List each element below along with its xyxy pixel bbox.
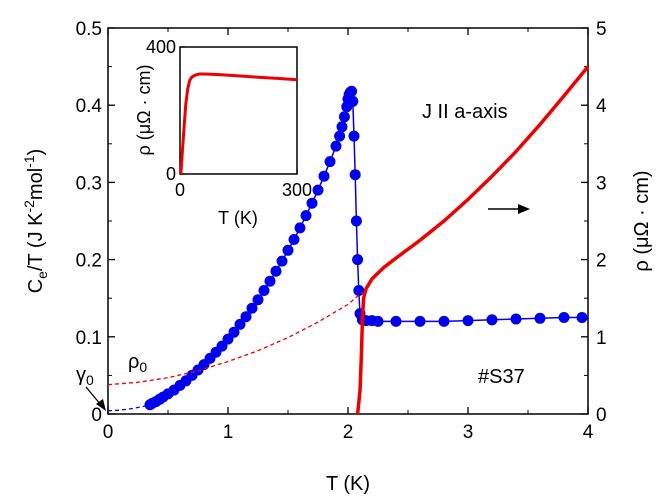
y-left-tick-label: 0 [91, 405, 102, 426]
direction-annotation: J II a-axis [422, 101, 508, 123]
svg-text:ρ (μΩ · cm): ρ (μΩ · cm) [631, 170, 653, 271]
gamma0-annotation: γ0 [76, 364, 94, 388]
specific-heat-point [349, 169, 361, 181]
svg-text:Ce/T (J K-2mol-1): Ce/T (J K-2mol-1) [21, 149, 50, 294]
specific-heat-point [246, 302, 258, 314]
specific-heat-point [462, 315, 474, 327]
rho0-extrapolation-line [107, 291, 363, 386]
x-tick-label: 0 [103, 422, 114, 443]
specific-heat-point [534, 312, 546, 324]
inset-x-axis-label: T (K) [218, 208, 258, 228]
specific-heat-point [353, 285, 365, 296]
x-tick-label: 4 [583, 422, 594, 443]
specific-heat-point [334, 130, 346, 142]
main-series [107, 65, 590, 415]
inset-y-tick-label: 400 [146, 37, 176, 57]
specific-heat-point [228, 326, 240, 338]
y-left-axis-label: Ce/T (J K-2mol-1) [21, 149, 50, 294]
specific-heat-point [558, 312, 570, 323]
inset-resistivity-line [179, 72, 298, 175]
specific-heat-point [414, 315, 426, 327]
specific-heat-point [350, 215, 362, 227]
gamma0-arrow-icon [85, 386, 106, 411]
specific-heat-point [346, 85, 358, 97]
inset-y-axis-label: ρ (μΩ · cm) [134, 64, 154, 155]
specific-heat-point [330, 140, 342, 152]
y-right-tick-label: 5 [596, 19, 607, 40]
specific-heat-point [264, 275, 276, 287]
rho0-annotation: ρ0 [128, 351, 147, 375]
sample-annotation: #S37 [478, 366, 525, 388]
specific-heat-point [234, 318, 246, 330]
specific-heat-point [318, 170, 330, 182]
specific-heat-point [252, 294, 264, 306]
specific-heat-point [347, 95, 359, 107]
specific-heat-point [372, 315, 384, 327]
x-tick-label: 3 [463, 422, 474, 443]
gamma0-extrapolation-line [107, 404, 151, 412]
y-left-tick-label: 0.3 [76, 173, 102, 194]
inset-x-tick-label: 0 [175, 180, 185, 200]
inset-frame [179, 46, 298, 175]
y-right-tick-label: 0 [596, 405, 607, 426]
x-tick-label: 2 [343, 422, 354, 443]
y-left-tick-label: 0.1 [76, 328, 102, 349]
y-right-tick-label: 2 [596, 251, 607, 272]
specific-heat-point [312, 184, 324, 196]
y-left-tick-label: 0.4 [76, 96, 103, 117]
svg-text:ρ (μΩ · cm): ρ (μΩ · cm) [134, 64, 154, 155]
specific-heat-point [336, 121, 348, 133]
specific-heat-point [306, 197, 318, 209]
right-arrow-icon [488, 204, 530, 214]
y-right-axis-label: ρ (μΩ · cm) [631, 170, 653, 271]
specific-heat-point [294, 222, 306, 234]
y-left-tick-label: 0.5 [76, 19, 102, 40]
specific-heat-point [486, 314, 498, 326]
specific-heat-point [240, 311, 252, 323]
specific-heat-point [352, 254, 364, 266]
y-right-tick-label: 1 [596, 328, 607, 349]
specific-heat-point [390, 315, 402, 327]
y-right-tick-label: 4 [596, 96, 607, 117]
specific-heat-point [438, 315, 450, 327]
resistivity-line [355, 65, 590, 415]
specific-heat-point [576, 312, 588, 323]
x-axis-label: T (K) [326, 473, 370, 495]
specific-heat-point [270, 265, 282, 277]
specific-heat-point [338, 111, 350, 123]
x-tick-label: 1 [223, 422, 234, 443]
y-left-tick-label: 0.2 [76, 251, 102, 272]
specific-heat-point [258, 285, 270, 296]
specific-heat-point [276, 255, 288, 267]
inset-x-tick-label: 300 [282, 180, 312, 200]
specific-heat-point [288, 234, 300, 245]
specific-heat-point [510, 313, 522, 325]
specific-heat-point [324, 156, 336, 168]
specific-heat-point [282, 244, 294, 256]
specific-heat-point [348, 130, 360, 142]
inset-y-tick-label: 0 [166, 164, 176, 184]
inset-layer: 0 300 0 400 [146, 37, 312, 200]
specific-heat-point [300, 210, 312, 222]
y-right-tick-label: 3 [596, 173, 607, 194]
